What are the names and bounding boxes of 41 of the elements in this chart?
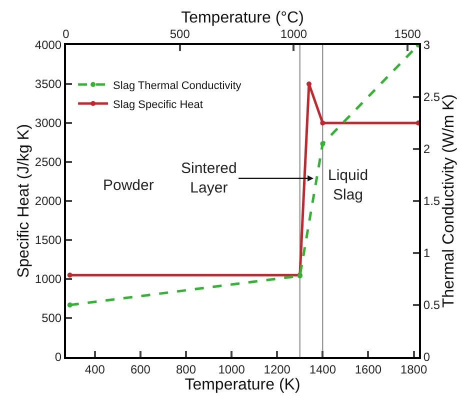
y-tick-label: 2000 [34, 194, 62, 208]
x2-tick-label: 1000 [280, 27, 308, 42]
y-tick-label: 500 [42, 311, 62, 326]
point [320, 141, 326, 146]
y2-tick-label: 0.5 [423, 298, 440, 312]
x-tick-label: 600 [130, 362, 151, 376]
y-tick-label: 0 [54, 350, 62, 364]
y-tick-label: 2500 [34, 155, 62, 170]
x-tick-label: 1400 [309, 362, 336, 376]
annotation: Liquid Slag [328, 167, 368, 204]
annotation: Sintered Layer [181, 160, 237, 196]
x2-tick-label: 500 [170, 27, 190, 42]
x2-tick-label: 1500 [394, 27, 422, 42]
x2-axis-title: Temperature (°C) [181, 10, 304, 27]
y-tick-label: 3000 [34, 116, 62, 130]
point [320, 120, 326, 126]
y2-tick-label: 3 [423, 38, 430, 52]
legend-label: Slag Thermal Conductivity [113, 80, 242, 92]
y-tick-label: 3500 [34, 77, 62, 92]
y-tick-label: 1000 [34, 272, 62, 286]
x-tick-label: 400 [84, 362, 106, 376]
point [67, 272, 72, 278]
y2-axis-title: Thermal Conductivity (W/m K) [440, 94, 458, 308]
x-axis-title: Temperature (K) [184, 376, 300, 394]
x-tick-label: 1800 [400, 362, 428, 376]
legend-label: Slag Specific Heat [113, 98, 203, 111]
y-tick-label: 4000 [34, 38, 62, 52]
x-tick-label: 1600 [354, 362, 382, 376]
y2-tick-label: 2.5 [423, 90, 440, 104]
y2-tick-label: 0 [423, 350, 430, 364]
x-tick-label: 1200 [264, 362, 291, 376]
point [67, 302, 72, 308]
y2-tick-label: 1.5 [423, 194, 440, 208]
y-tick-label: 1500 [34, 233, 62, 248]
annotation: Powder [103, 177, 154, 194]
y-axis-title: Specific Heat (J/kg K) [15, 124, 32, 278]
y2-tick-label: 2 [423, 142, 430, 156]
y2-tick-label: 1 [423, 246, 430, 260]
x-tick-label: 800 [176, 362, 196, 376]
x-tick-label: 1000 [218, 362, 246, 376]
point [306, 82, 312, 86]
